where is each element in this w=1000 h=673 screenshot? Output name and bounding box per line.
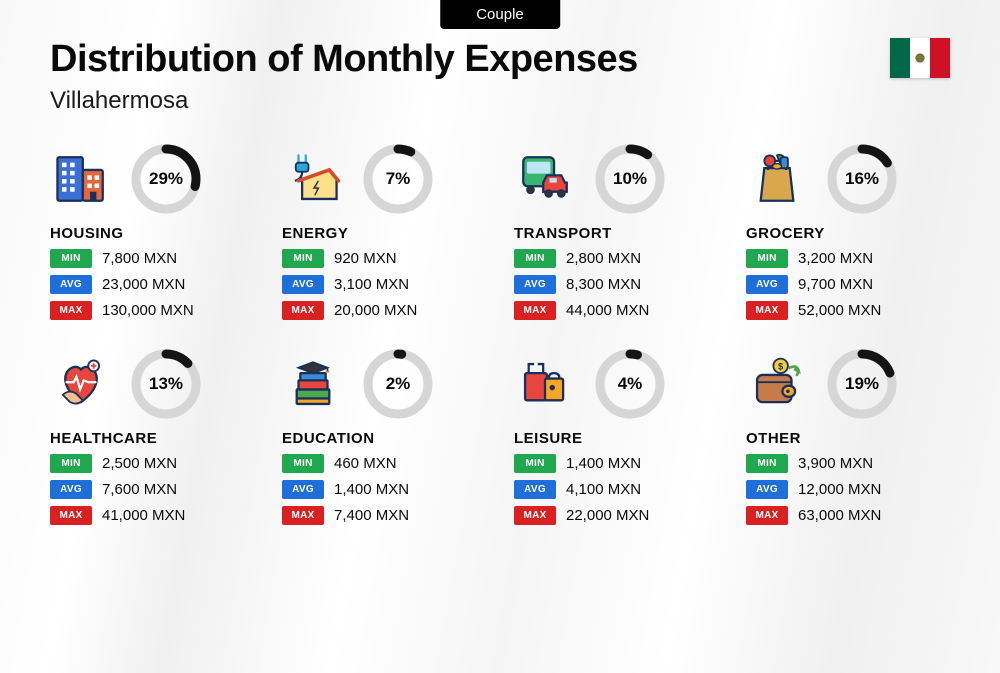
max-value: 63,000 MXN xyxy=(798,507,881,524)
category-card-energy: 7% ENERGY MIN 920 MXN AVG 3,100 MXN MAX … xyxy=(282,143,486,320)
max-badge: MAX xyxy=(514,301,556,320)
avg-badge: AVG xyxy=(514,480,556,499)
category-card-healthcare: 13% HEALTHCARE MIN 2,500 MXN AVG 7,600 M… xyxy=(50,348,254,525)
min-value: 1,400 MXN xyxy=(566,455,641,472)
min-badge: MIN xyxy=(514,249,556,268)
city-name: Villahermosa xyxy=(50,87,950,115)
percent-label: 19% xyxy=(845,374,879,394)
avg-value: 3,100 MXN xyxy=(334,276,409,293)
percent-label: 13% xyxy=(149,374,183,394)
max-value: 20,000 MXN xyxy=(334,302,417,319)
min-value: 3,900 MXN xyxy=(798,455,873,472)
avg-value: 9,700 MXN xyxy=(798,276,873,293)
min-value: 3,200 MXN xyxy=(798,250,873,267)
category-label: HOUSING xyxy=(50,225,254,242)
page-title: Distribution of Monthly Expenses xyxy=(50,38,950,81)
category-label: TRANSPORT xyxy=(514,225,718,242)
max-value: 7,400 MXN xyxy=(334,507,409,524)
transport-icon xyxy=(514,148,576,210)
percent-donut: 4% xyxy=(594,348,666,420)
min-badge: MIN xyxy=(514,454,556,473)
svg-text:$: $ xyxy=(778,362,783,372)
categories-grid: 29% HOUSING MIN 7,800 MXN AVG 23,000 MXN… xyxy=(0,115,1000,555)
percent-label: 7% xyxy=(386,169,411,189)
avg-badge: AVG xyxy=(746,275,788,294)
percent-donut: 7% xyxy=(362,143,434,215)
mexico-flag-icon xyxy=(890,38,950,78)
category-label: ENERGY xyxy=(282,225,486,242)
percent-donut: 2% xyxy=(362,348,434,420)
percent-donut: 16% xyxy=(826,143,898,215)
avg-value: 23,000 MXN xyxy=(102,276,185,293)
max-value: 130,000 MXN xyxy=(102,302,194,319)
max-badge: MAX xyxy=(746,301,788,320)
percent-donut: 19% xyxy=(826,348,898,420)
category-label: HEALTHCARE xyxy=(50,430,254,447)
percent-label: 2% xyxy=(386,374,411,394)
max-value: 22,000 MXN xyxy=(566,507,649,524)
min-badge: MIN xyxy=(50,454,92,473)
max-value: 41,000 MXN xyxy=(102,507,185,524)
category-label: OTHER xyxy=(746,430,950,447)
avg-badge: AVG xyxy=(50,480,92,499)
avg-value: 1,400 MXN xyxy=(334,481,409,498)
category-card-housing: 29% HOUSING MIN 7,800 MXN AVG 23,000 MXN… xyxy=(50,143,254,320)
percent-label: 29% xyxy=(149,169,183,189)
percent-label: 16% xyxy=(845,169,879,189)
max-badge: MAX xyxy=(746,506,788,525)
min-value: 460 MXN xyxy=(334,455,397,472)
percent-donut: 10% xyxy=(594,143,666,215)
avg-badge: AVG xyxy=(514,275,556,294)
avg-value: 12,000 MXN xyxy=(798,481,881,498)
category-card-leisure: 4% LEISURE MIN 1,400 MXN AVG 4,100 MXN M… xyxy=(514,348,718,525)
category-card-transport: 10% TRANSPORT MIN 2,800 MXN AVG 8,300 MX… xyxy=(514,143,718,320)
percent-label: 10% xyxy=(613,169,647,189)
min-value: 7,800 MXN xyxy=(102,250,177,267)
percent-donut: 29% xyxy=(130,143,202,215)
min-value: 2,500 MXN xyxy=(102,455,177,472)
healthcare-icon xyxy=(50,353,112,415)
category-label: EDUCATION xyxy=(282,430,486,447)
education-icon xyxy=(282,353,344,415)
other-icon: $ xyxy=(746,353,808,415)
category-label: LEISURE xyxy=(514,430,718,447)
min-badge: MIN xyxy=(746,454,788,473)
category-card-other: $ 19% OTHER MIN 3,900 MXN AVG 12,000 MXN… xyxy=(746,348,950,525)
household-type-tab: Couple xyxy=(440,0,560,29)
min-value: 2,800 MXN xyxy=(566,250,641,267)
avg-value: 8,300 MXN xyxy=(566,276,641,293)
max-badge: MAX xyxy=(50,506,92,525)
energy-icon xyxy=(282,148,344,210)
avg-value: 7,600 MXN xyxy=(102,481,177,498)
avg-badge: AVG xyxy=(50,275,92,294)
avg-badge: AVG xyxy=(282,480,324,499)
max-value: 44,000 MXN xyxy=(566,302,649,319)
leisure-icon xyxy=(514,353,576,415)
max-value: 52,000 MXN xyxy=(798,302,881,319)
percent-donut: 13% xyxy=(130,348,202,420)
category-label: GROCERY xyxy=(746,225,950,242)
min-badge: MIN xyxy=(746,249,788,268)
max-badge: MAX xyxy=(50,301,92,320)
min-badge: MIN xyxy=(50,249,92,268)
max-badge: MAX xyxy=(282,301,324,320)
housing-icon xyxy=(50,148,112,210)
min-value: 920 MXN xyxy=(334,250,397,267)
avg-value: 4,100 MXN xyxy=(566,481,641,498)
max-badge: MAX xyxy=(514,506,556,525)
category-card-grocery: 16% GROCERY MIN 3,200 MXN AVG 9,700 MXN … xyxy=(746,143,950,320)
min-badge: MIN xyxy=(282,454,324,473)
max-badge: MAX xyxy=(282,506,324,525)
avg-badge: AVG xyxy=(746,480,788,499)
grocery-icon xyxy=(746,148,808,210)
category-card-education: 2% EDUCATION MIN 460 MXN AVG 1,400 MXN M… xyxy=(282,348,486,525)
min-badge: MIN xyxy=(282,249,324,268)
percent-label: 4% xyxy=(618,374,643,394)
avg-badge: AVG xyxy=(282,275,324,294)
